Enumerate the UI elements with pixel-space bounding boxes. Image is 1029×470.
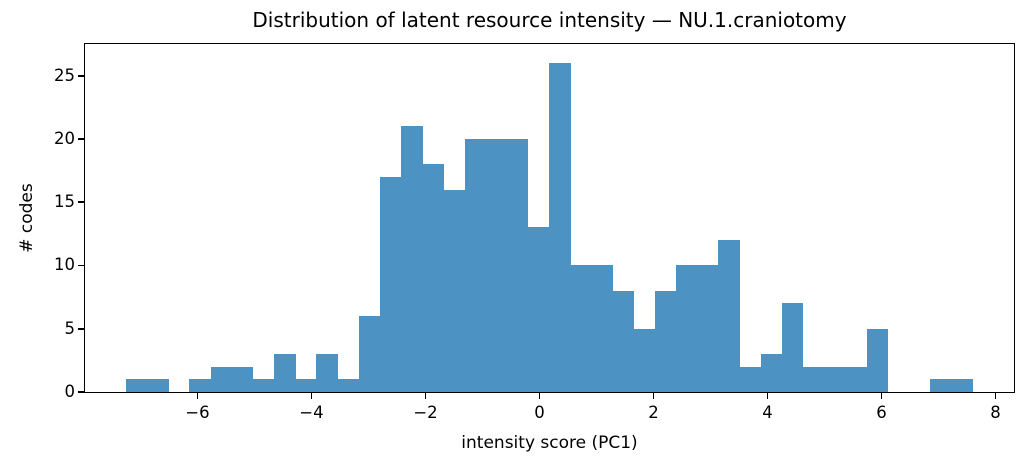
histogram-bar	[549, 62, 571, 392]
histogram-bar	[125, 379, 148, 392]
y-tick-label: 10	[54, 255, 75, 275]
histogram-bar	[337, 379, 360, 392]
histogram-bar	[252, 379, 275, 392]
x-tick-label: 6	[876, 403, 887, 422]
histogram-bar	[760, 354, 783, 392]
histogram-bar	[443, 189, 465, 392]
y-tick-mark	[78, 74, 85, 77]
histogram-bar	[570, 265, 592, 392]
x-tick-label: 8	[990, 403, 1001, 422]
histogram-bar	[676, 265, 698, 392]
x-tick-label: 2	[648, 403, 659, 422]
histogram-bar	[358, 316, 381, 392]
histogram-bar	[528, 227, 550, 392]
y-tick-label: 0	[64, 382, 76, 401]
x-axis-label: intensity score (PC1)	[461, 433, 638, 453]
x-tick-mark	[424, 392, 427, 399]
histogram-bar	[654, 290, 677, 392]
y-tick-label: 5	[64, 318, 76, 338]
x-tick-label: 0	[534, 403, 545, 422]
histogram-bar	[591, 265, 614, 392]
histogram-bar	[274, 354, 296, 392]
histogram-bar	[295, 379, 317, 392]
histogram-bar	[697, 265, 719, 392]
y-tick-label: 25	[54, 65, 75, 85]
x-tick-label: 4	[762, 403, 773, 422]
histogram-bar	[422, 164, 444, 392]
x-tick-mark	[652, 392, 655, 399]
histogram-bar	[401, 126, 423, 392]
x-tick-label: −4	[299, 403, 324, 422]
x-tick-label: −2	[413, 403, 438, 422]
histogram-bar	[930, 379, 952, 392]
histogram-bar	[739, 366, 762, 392]
histogram-bar	[718, 240, 740, 392]
histogram-bar	[506, 138, 529, 392]
chart-title: Distribution of latent resource intensit…	[252, 8, 847, 32]
histogram-bar	[866, 328, 889, 392]
histogram-bar	[464, 138, 487, 392]
histogram-bar	[231, 366, 254, 392]
y-tick-mark	[78, 138, 85, 140]
y-tick-label: 20	[54, 128, 75, 148]
histogram-bar	[781, 303, 804, 392]
histogram-bar	[485, 138, 508, 392]
histogram-bar	[189, 379, 211, 392]
x-tick-mark	[310, 392, 313, 399]
x-tick-mark	[766, 392, 769, 399]
histogram-bar	[951, 379, 973, 392]
y-tick-label: 15	[54, 192, 75, 212]
x-tick-mark	[196, 392, 199, 399]
histogram-bar	[210, 366, 233, 392]
y-tick-mark	[78, 391, 85, 393]
x-tick-mark	[538, 392, 541, 399]
y-tick-mark	[78, 327, 85, 330]
histogram-bar	[147, 379, 169, 392]
histogram-bar	[379, 176, 402, 392]
histogram-bar	[845, 366, 867, 392]
x-tick-mark	[994, 392, 997, 399]
x-tick-mark	[880, 392, 883, 399]
x-tick-label: −6	[185, 403, 210, 422]
y-axis-label: # codes	[17, 183, 37, 253]
histogram-bar	[316, 354, 338, 392]
y-tick-mark	[78, 264, 85, 267]
histogram-bar	[824, 366, 846, 392]
y-tick-mark	[78, 201, 85, 204]
histogram-bar	[803, 366, 825, 392]
histogram-bar	[633, 328, 656, 392]
histogram-bar	[612, 290, 635, 392]
